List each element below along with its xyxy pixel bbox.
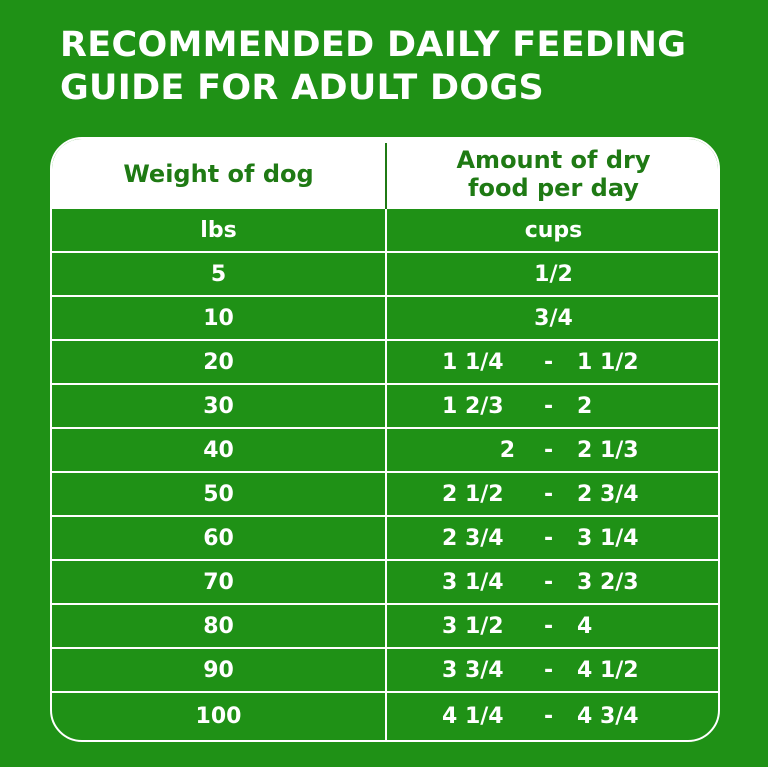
weight-unit: lbs [200, 217, 237, 243]
amount-low: 2 [499, 437, 515, 463]
amount-dash: - [544, 393, 554, 419]
header-amount-line-2: food per day [468, 174, 639, 202]
feeding-table: Weight of dog Amount of dry food per day… [50, 137, 720, 742]
amount-dash: - [544, 525, 554, 551]
amount-cell: 3/4 [387, 297, 718, 339]
amount-high: 4 [577, 613, 593, 639]
amount-high: 3 2/3 [577, 569, 639, 595]
amount-high: 1 1/2 [577, 349, 639, 375]
amount-cell: 3 1/4 -3 2/3 [387, 561, 718, 603]
amount-high: 3 1/4 [577, 525, 639, 551]
amount-value: 1/2 [534, 261, 573, 287]
title-line-2: GUIDE FOR ADULT DOGS [60, 68, 544, 108]
amount-dash: - [544, 349, 554, 375]
header-weight: Weight of dog [123, 160, 314, 188]
amount-cell: 1/2 [387, 253, 718, 295]
amount-cell: 1 1/4 -1 1/2 [387, 341, 718, 383]
header-amount-line-1: Amount of dry [456, 146, 651, 174]
amount-dash: - [544, 569, 554, 595]
amount-low: 3 3/4 [442, 657, 504, 683]
amount-low: 2 3/4 [442, 525, 504, 551]
weight-cell: 90 [203, 657, 234, 683]
amount-cell: 1 2/3 -2 [387, 385, 718, 427]
amount-dash: - [544, 437, 554, 463]
weight-cell: 80 [203, 613, 234, 639]
weight-cell: 40 [203, 437, 234, 463]
amount-high: 2 1/3 [577, 437, 639, 463]
amount-cell: 3 1/2 -4 [387, 605, 718, 647]
weight-cell: 50 [203, 481, 234, 507]
weight-cell: 100 [195, 703, 242, 729]
weight-cell: 30 [203, 393, 234, 419]
amount-low: 1 2/3 [442, 393, 504, 419]
amount-cell: 3 3/4 -4 1/2 [387, 649, 718, 691]
amount-high: 2 3/4 [577, 481, 639, 507]
amount-low: 4 1/4 [442, 703, 504, 729]
amount-dash: - [544, 703, 554, 729]
weight-cell: 20 [203, 349, 234, 375]
amount-cell: 2 1/2 -2 3/4 [387, 473, 718, 515]
amount-low: 3 1/2 [442, 613, 504, 639]
amount-low: 1 1/4 [442, 349, 504, 375]
amount-dash: - [544, 613, 554, 639]
amount-low: 2 1/2 [442, 481, 504, 507]
header-divider [385, 143, 387, 209]
amount-cell: 4 1/4 -4 3/4 [387, 693, 718, 739]
column-divider [385, 209, 387, 740]
weight-cell: 10 [203, 305, 234, 331]
amount-dash: - [544, 481, 554, 507]
amount-high: 4 3/4 [577, 703, 639, 729]
weight-cell: 5 [210, 261, 227, 287]
amount-cell: 2 -2 1/3 [387, 429, 718, 471]
title-line-1: RECOMMENDED DAILY FEEDING [60, 25, 687, 65]
table-header: Weight of dog Amount of dry food per day [52, 139, 718, 209]
page-title: RECOMMENDED DAILY FEEDING GUIDE FOR ADUL… [60, 24, 740, 110]
table-row: 100 4 1/4 -4 3/4 [52, 693, 718, 739]
amount-unit: cups [524, 217, 583, 243]
weight-cell: 70 [203, 569, 234, 595]
amount-cell: 2 3/4 -3 1/4 [387, 517, 718, 559]
amount-dash: - [544, 657, 554, 683]
amount-high: 2 [577, 393, 593, 419]
amount-value: 3/4 [534, 305, 573, 331]
header-amount: Amount of dry food per day [387, 139, 718, 209]
amount-high: 4 1/2 [577, 657, 639, 683]
weight-cell: 60 [203, 525, 234, 551]
amount-low: 3 1/4 [442, 569, 504, 595]
